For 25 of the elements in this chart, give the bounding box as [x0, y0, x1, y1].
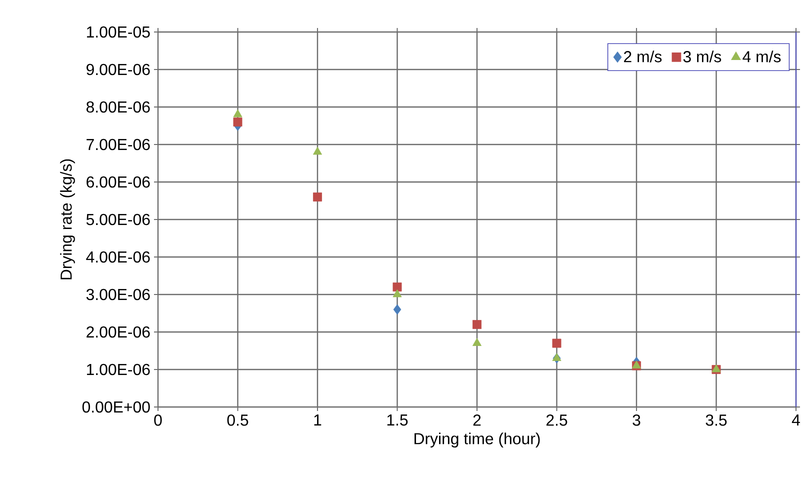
x-tick-label: 1.5	[387, 414, 408, 426]
x-tick-label: 1	[314, 414, 322, 426]
y-tick-label: 7.00E-06	[86, 138, 150, 150]
y-tick-label: 5.00E-06	[86, 214, 150, 226]
y-tick-label: 8.00E-06	[86, 101, 150, 113]
x-axis-title: Drying time (hour)	[414, 432, 540, 448]
y-tick-label: 4.00E-06	[86, 251, 150, 263]
y-tick-label: 2.00E-06	[86, 326, 150, 338]
x-tick-label: 3.5	[706, 414, 727, 426]
x-tick-label: 0.5	[227, 414, 248, 426]
legend-label: 4 m/s	[742, 50, 781, 62]
y-axis-title: Drying rate (kg/s)	[60, 159, 75, 280]
x-tick-label: 2	[473, 414, 481, 426]
y-tick-label: 1.00E-06	[87, 364, 150, 376]
y-tick-label: 6.00E-06	[86, 176, 150, 188]
y-tick-label: 3.00E-06	[86, 288, 150, 300]
x-tick-label: 3	[632, 414, 640, 426]
x-tick-label: 4	[792, 414, 800, 426]
x-tick-label: 2.5	[546, 414, 568, 426]
legend-label: 2 m/s	[624, 50, 662, 62]
y-tick-label: 0.00E+00	[82, 401, 150, 413]
x-tick-label: 0	[154, 414, 162, 426]
legend-label: 3 m/s	[683, 50, 722, 62]
y-tick-label: 1.00E-05	[87, 26, 150, 38]
y-tick-label: 9.00E-06	[86, 64, 150, 76]
